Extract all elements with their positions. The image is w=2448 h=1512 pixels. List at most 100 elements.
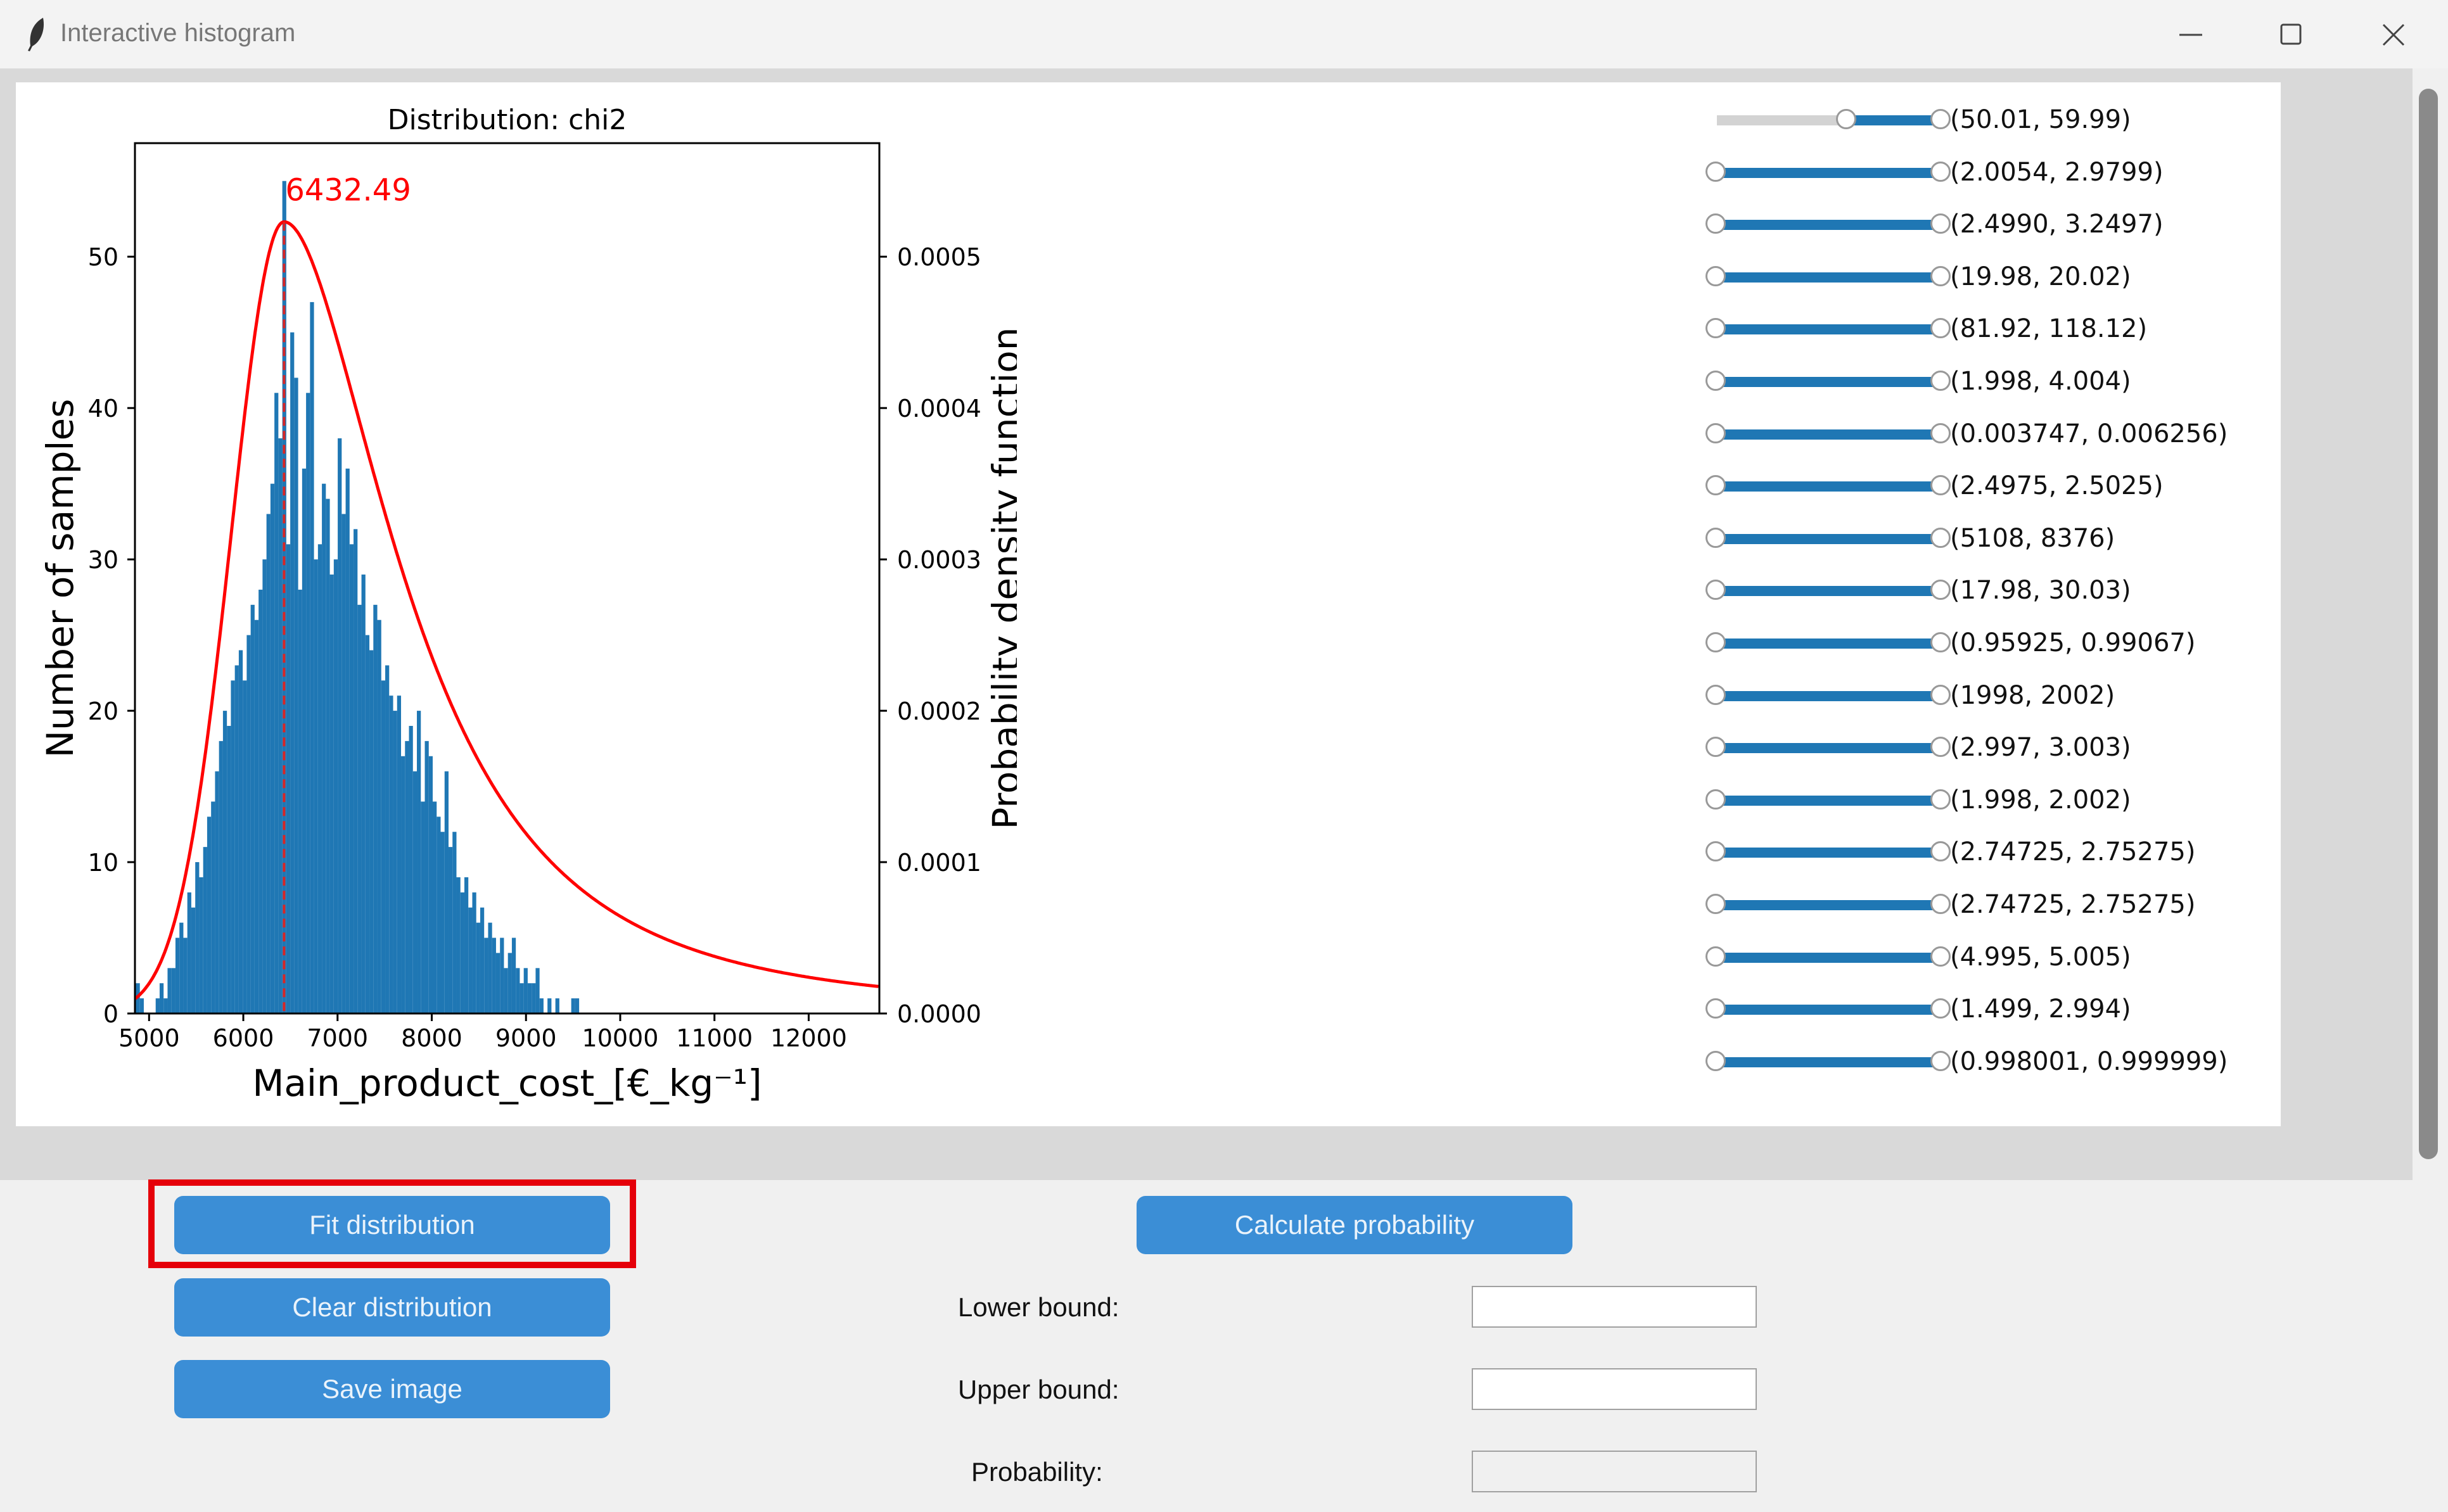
- slider-handle-low[interactable]: [1705, 789, 1726, 810]
- range-slider[interactable]: [1705, 527, 1951, 548]
- clear-distribution-button[interactable]: Clear distribution: [174, 1278, 610, 1337]
- slider-handle-high[interactable]: [1930, 371, 1951, 391]
- histogram-bar: [575, 998, 580, 1013]
- slider-handle-low[interactable]: [1705, 632, 1726, 652]
- histogram-bar: [464, 877, 469, 1013]
- slider-handle-low[interactable]: [1705, 265, 1726, 286]
- slider-handle-high[interactable]: [1930, 109, 1951, 129]
- histogram-bar: [345, 468, 350, 1013]
- slider-handle-high[interactable]: [1930, 789, 1951, 810]
- histogram-bar: [373, 604, 378, 1013]
- histogram-bar: [539, 998, 544, 1013]
- range-slider[interactable]: [1717, 109, 1951, 129]
- slider-handle-high[interactable]: [1930, 213, 1951, 234]
- slider-handle-high[interactable]: [1930, 422, 1951, 443]
- slider-handle-low[interactable]: [1705, 684, 1726, 705]
- histogram-bar: [155, 998, 160, 1013]
- slider-handle-low[interactable]: [1705, 475, 1726, 496]
- slider-handle-low[interactable]: [1705, 422, 1726, 443]
- histogram-bar: [266, 514, 271, 1013]
- close-button[interactable]: [2368, 13, 2419, 57]
- slider-handle-low[interactable]: [1705, 213, 1726, 234]
- range-slider[interactable]: [1705, 265, 1951, 286]
- slider-handle-high[interactable]: [1930, 527, 1951, 548]
- range-slider[interactable]: [1705, 841, 1951, 862]
- range-slider[interactable]: [1705, 213, 1951, 234]
- slider-fill: [1717, 481, 1942, 492]
- slider-handle-low[interactable]: [1705, 161, 1726, 182]
- range-slider[interactable]: [1705, 894, 1951, 914]
- slider-handle-low[interactable]: [1705, 737, 1726, 758]
- slider-handle-low[interactable]: [1705, 841, 1726, 862]
- range-slider[interactable]: [1705, 1050, 1951, 1071]
- slider-handle-high[interactable]: [1930, 632, 1951, 652]
- slider-handle-high[interactable]: [1930, 1050, 1951, 1071]
- scrollbar-thumb[interactable]: [2419, 89, 2438, 1159]
- histogram-bar: [207, 816, 212, 1013]
- range-slider[interactable]: [1705, 946, 1951, 967]
- histogram-bar: [238, 650, 243, 1013]
- fit-distribution-button[interactable]: Fit distribution: [174, 1196, 610, 1254]
- slider-handle-low[interactable]: [1705, 894, 1726, 914]
- x-tick-label: 7000: [307, 1024, 368, 1052]
- maximize-button[interactable]: [2266, 13, 2317, 57]
- histogram-bar: [437, 816, 441, 1013]
- slider-handle-low[interactable]: [1705, 580, 1726, 600]
- minimize-button[interactable]: [2165, 13, 2216, 57]
- slider-handle-low[interactable]: [1705, 998, 1726, 1019]
- slider-range-value: (2.74725, 2.75275): [1950, 890, 2196, 919]
- slider-handle-high[interactable]: [1930, 161, 1951, 182]
- histogram-bar: [476, 922, 480, 1013]
- slider-handle-high[interactable]: [1930, 946, 1951, 967]
- range-slider[interactable]: [1705, 422, 1951, 443]
- range-slider[interactable]: [1705, 998, 1951, 1019]
- range-slider[interactable]: [1705, 161, 1951, 182]
- slider-handle-high[interactable]: [1930, 998, 1951, 1019]
- slider-handle-high[interactable]: [1930, 265, 1951, 286]
- slider-handle-high[interactable]: [1930, 475, 1951, 496]
- slider-fill: [1717, 638, 1942, 649]
- slider-handle-high[interactable]: [1930, 684, 1951, 705]
- histogram-bar: [412, 771, 418, 1013]
- slider-fill: [1717, 952, 1942, 963]
- range-slider[interactable]: [1705, 318, 1951, 339]
- calculate-probability-button[interactable]: Calculate probability: [1137, 1196, 1572, 1254]
- range-slider[interactable]: [1705, 789, 1951, 810]
- histogram-bar: [254, 619, 259, 1013]
- slider-handle-low[interactable]: [1835, 109, 1856, 129]
- lower-bound-input[interactable]: [1472, 1286, 1757, 1328]
- upper-bound-input[interactable]: [1472, 1368, 1757, 1410]
- histogram-bar: [187, 892, 191, 1013]
- slider-handle-low[interactable]: [1705, 946, 1726, 967]
- slider-handle-high[interactable]: [1930, 318, 1951, 339]
- y2-tick-label: 0.0005: [897, 243, 981, 271]
- range-slider[interactable]: [1705, 737, 1951, 758]
- save-image-button[interactable]: Save image: [174, 1360, 610, 1418]
- range-slider[interactable]: [1705, 580, 1951, 600]
- slider-handle-low[interactable]: [1705, 318, 1726, 339]
- slider-handle-high[interactable]: [1930, 737, 1951, 758]
- histogram-bars: [136, 181, 580, 1014]
- pdf-curve: [134, 220, 879, 1000]
- slider-handle-low[interactable]: [1705, 371, 1726, 391]
- slider-handle-low[interactable]: [1705, 1050, 1726, 1071]
- histogram-bar: [258, 589, 263, 1013]
- slider-fill: [1717, 743, 1942, 754]
- histogram-bar: [480, 907, 485, 1013]
- range-slider[interactable]: [1705, 475, 1951, 496]
- slider-handle-high[interactable]: [1930, 580, 1951, 600]
- y2-tick-label: 0.0003: [897, 546, 981, 574]
- range-slider[interactable]: [1705, 632, 1951, 652]
- vertical-scrollbar[interactable]: [2419, 89, 2438, 1159]
- histogram-bar: [527, 983, 532, 1013]
- probability-label: Probability:: [971, 1457, 1103, 1487]
- range-slider[interactable]: [1705, 371, 1951, 391]
- histogram-bar: [369, 650, 374, 1013]
- slider-handle-high[interactable]: [1930, 894, 1951, 914]
- y-tick-label: 20: [88, 697, 118, 725]
- histogram-bar: [195, 862, 200, 1013]
- slider-handle-high[interactable]: [1930, 841, 1951, 862]
- slider-fill: [1717, 690, 1942, 701]
- slider-handle-low[interactable]: [1705, 527, 1726, 548]
- range-slider[interactable]: [1705, 684, 1951, 705]
